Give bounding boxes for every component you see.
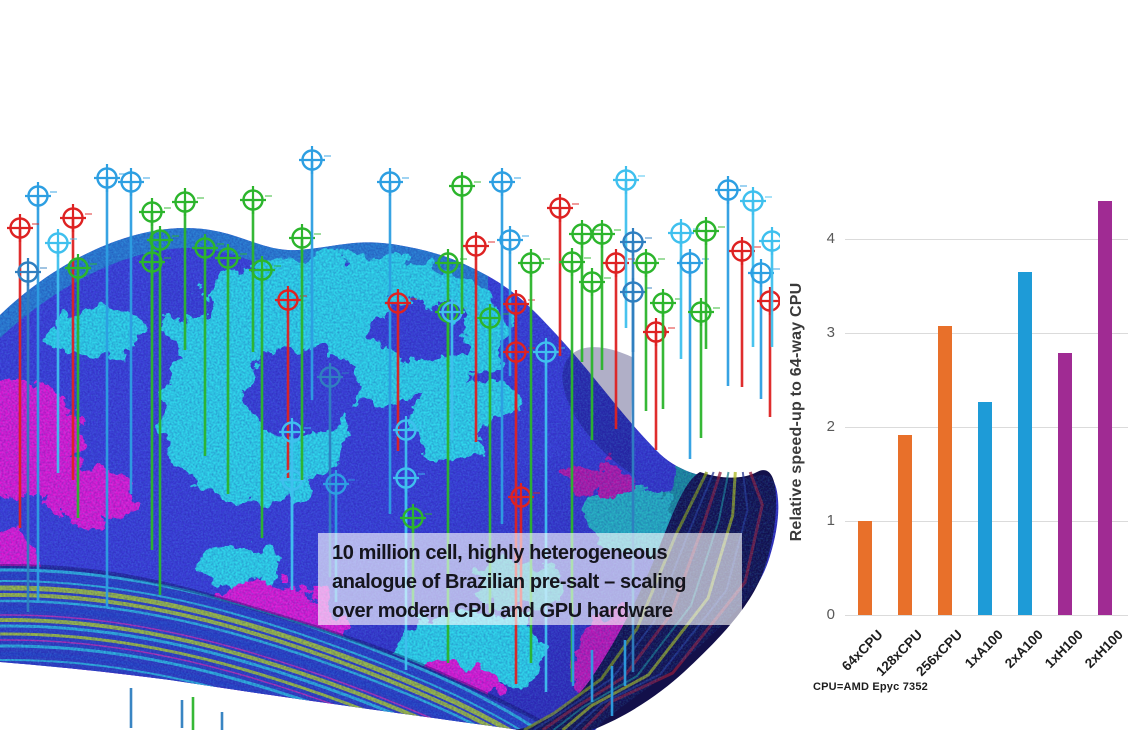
x-axis-label: 1xH100 [1041, 627, 1086, 672]
y-tick-label: 4 [826, 230, 835, 247]
bar-64xCPU [858, 521, 872, 615]
caption-overlay: 10 million cell, highly heterogeneous an… [318, 533, 742, 625]
bar-2xH100 [1098, 201, 1112, 615]
y-axis-title: Relative speed-up to 64-way CPU [788, 282, 805, 542]
x-axis-label: 2xA100 [1001, 627, 1046, 672]
bar-128xCPU [898, 435, 912, 615]
gridline [845, 615, 1128, 616]
y-tick-label: 1 [826, 512, 835, 529]
bar-256xCPU [938, 326, 952, 615]
bar-2xA100 [1018, 271, 1032, 615]
caption-line: 10 million cell, highly heterogeneous [332, 542, 668, 564]
speedup-chart: Relative speed-up to 64-way CPU CPU=AMD … [780, 150, 1130, 720]
caption-line: analogue of Brazilian pre-salt – scaling [332, 571, 687, 593]
bar-1xH100 [1058, 352, 1072, 615]
bar-1xA100 [978, 401, 992, 615]
caption-line: over modern CPU and GPU hardware [332, 600, 673, 622]
y-tick-label: 3 [826, 324, 835, 341]
y-tick-label: 2 [826, 418, 835, 435]
y-tick-label: 0 [826, 606, 835, 623]
well-markers [7, 146, 780, 730]
chart-footnote: CPU=AMD Epyc 7352 [813, 681, 928, 693]
gridline [845, 333, 1128, 334]
gridline [845, 239, 1128, 240]
x-axis-label: 2xH100 [1081, 627, 1126, 672]
x-axis-label: 1xA100 [961, 627, 1006, 672]
